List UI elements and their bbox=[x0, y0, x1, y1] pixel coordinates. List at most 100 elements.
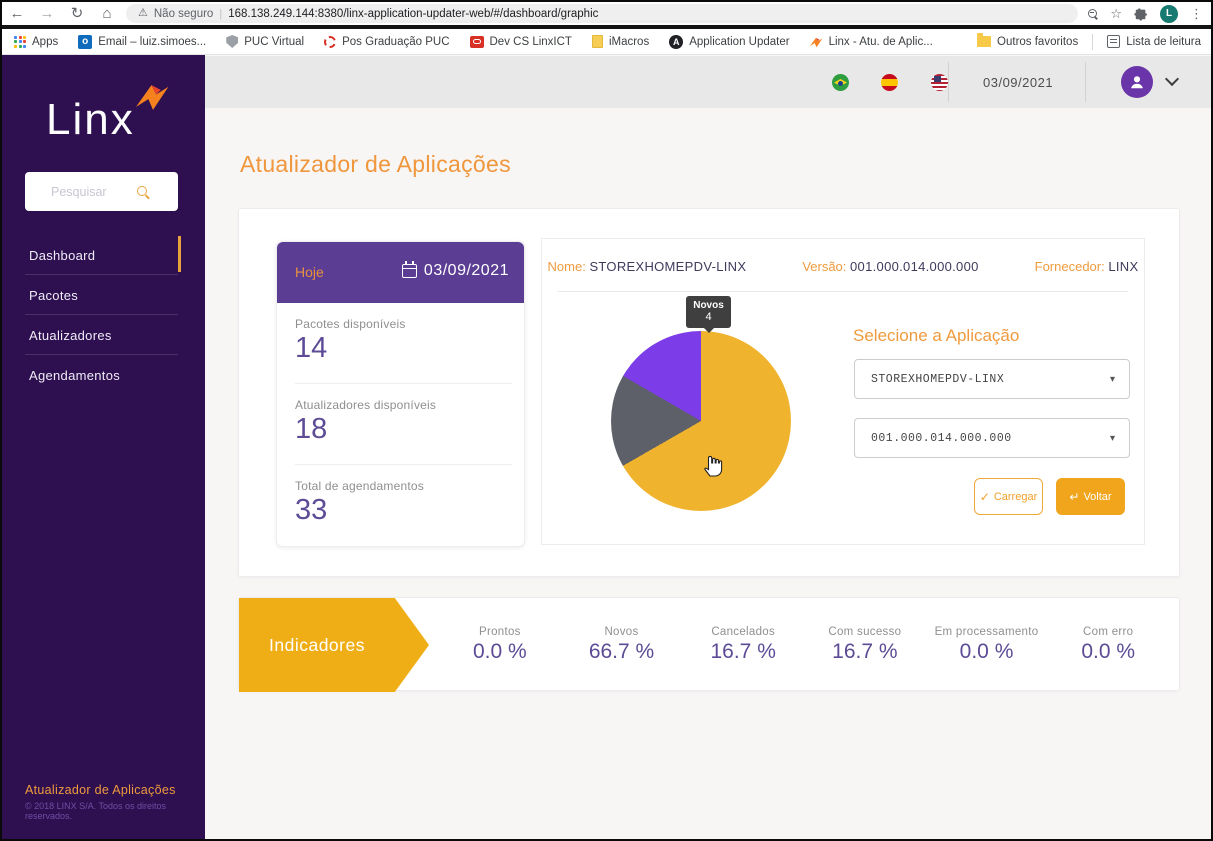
sidebar-item-label: Pacotes bbox=[29, 287, 79, 303]
bookmark-label: Apps bbox=[32, 35, 59, 48]
application-select-value: STOREXHOMEPDV-LINX bbox=[871, 372, 1005, 386]
security-label[interactable]: Não seguro bbox=[153, 7, 214, 20]
url-separator: | bbox=[219, 7, 223, 20]
pie-tooltip-value: 4 bbox=[705, 311, 712, 323]
pie-chart[interactable] bbox=[611, 331, 791, 511]
apps-grid-icon bbox=[14, 35, 26, 48]
meta-value: LINX bbox=[1108, 259, 1139, 274]
bookmark-linx[interactable]: Linx - Atu. de Aplic... bbox=[809, 35, 933, 48]
stat-divider bbox=[295, 464, 512, 465]
indicator-value: 0.0 % bbox=[472, 640, 527, 663]
indicator-com-sucesso: Com sucesso 16.7 % bbox=[804, 598, 926, 692]
bookmark-puc-virtual[interactable]: PUC Virtual bbox=[226, 35, 304, 48]
band-divider bbox=[1085, 62, 1086, 102]
flag-spain-icon[interactable] bbox=[881, 74, 899, 91]
indicator-prontos: Prontos 0.0 % bbox=[439, 598, 561, 692]
sidebar-item-dashboard[interactable]: Dashboard bbox=[2, 235, 205, 275]
bookmarks-separator bbox=[1092, 33, 1094, 50]
indicators-card: Indicadores Prontos 0.0 % Novos 66.7 % C… bbox=[238, 597, 1180, 692]
bookmark-star-icon[interactable]: ☆ bbox=[1110, 6, 1122, 21]
indicators-banner-label: Indicadores bbox=[269, 634, 365, 655]
stat-row: Pacotes disponíveis 14 bbox=[277, 303, 524, 384]
linx-arrow-icon bbox=[809, 37, 822, 47]
meta-label: Nome: bbox=[547, 259, 586, 274]
dashed-circle-icon bbox=[324, 35, 337, 48]
bookmark-label: PUC Virtual bbox=[244, 35, 305, 48]
indicator-value: 0.0 % bbox=[1081, 640, 1136, 663]
folder-icon bbox=[977, 33, 992, 47]
shield-icon bbox=[226, 35, 239, 48]
sidebar-item-label: Agendamentos bbox=[29, 367, 121, 383]
reload-icon[interactable]: ↻ bbox=[70, 5, 84, 22]
check-icon: ✓ bbox=[979, 489, 990, 504]
bookmark-imacros[interactable]: iMacros bbox=[591, 35, 649, 48]
back-icon[interactable]: ← bbox=[9, 5, 25, 22]
stat-divider bbox=[295, 383, 512, 384]
sidebar-menu: Dashboard Pacotes Atualizadores Agendame… bbox=[2, 235, 205, 395]
search-input[interactable] bbox=[25, 184, 135, 199]
bookmark-dev-cs[interactable]: Dev CS LinxICT bbox=[469, 35, 572, 48]
indicator-value: 16.7 % bbox=[710, 640, 776, 663]
load-button[interactable]: ✓ Carregar bbox=[974, 478, 1043, 515]
page-title: Atualizador de Aplicações bbox=[240, 151, 511, 177]
browser-menu-icon[interactable]: ⋮ bbox=[1190, 6, 1203, 21]
extensions-puzzle-icon[interactable] bbox=[1134, 7, 1148, 21]
indicator-com-erro: Com erro 0.0 % bbox=[1047, 598, 1169, 692]
sidebar-item-pacotes[interactable]: Pacotes bbox=[2, 275, 205, 315]
app-updater-icon: A bbox=[669, 34, 684, 49]
url-text[interactable]: 168.138.249.144:8380/linx-application-up… bbox=[228, 7, 599, 20]
bookmark-application-updater[interactable]: A Application Updater bbox=[669, 34, 790, 49]
stat-label: Atualizadores disponíveis bbox=[295, 398, 437, 412]
version-select[interactable]: 001.000.014.000.000 ▾ bbox=[854, 418, 1130, 458]
indicator-novos: Novos 66.7 % bbox=[561, 598, 683, 692]
select-application-title: Selecione a Aplicação bbox=[853, 326, 1020, 345]
indicator-cancelados: Cancelados 16.7 % bbox=[682, 598, 804, 692]
meta-value: 001.000.014.000.000 bbox=[850, 259, 979, 274]
yellow-doc-icon bbox=[591, 35, 603, 48]
indicators-banner: Indicadores bbox=[239, 598, 429, 692]
browser-toolbar: ← → ↻ ⌂ ⚠ Não seguro | 168.138.249.144:8… bbox=[2, 2, 1211, 25]
stat-row: Atualizadores disponíveis 18 bbox=[277, 384, 524, 465]
linx-logo-arrow-icon bbox=[136, 85, 169, 110]
flag-brazil-icon[interactable] bbox=[832, 74, 849, 91]
meta-label: Versão: bbox=[802, 259, 847, 274]
other-favorites-label: Outros favoritos bbox=[997, 35, 1079, 48]
reading-list-icon bbox=[1107, 35, 1121, 48]
browser-profile-avatar[interactable]: L bbox=[1160, 4, 1178, 23]
user-avatar[interactable] bbox=[1121, 66, 1153, 98]
bookmark-pos-graduacao[interactable]: Pos Graduação PUC bbox=[324, 35, 450, 48]
today-card: Hoje 03/09/2021 Pacotes disponíveis 14 A… bbox=[276, 241, 525, 547]
application-chart-card: Nome: STOREXHOMEPDV-LINX Versão: 001.000… bbox=[541, 238, 1145, 545]
meta-versao: Versão: 001.000.014.000.000 bbox=[802, 259, 978, 274]
app-meta-row: Nome: STOREXHOMEPDV-LINX Versão: 001.000… bbox=[542, 259, 1144, 274]
bookmark-apps[interactable]: Apps bbox=[14, 35, 59, 48]
application-select[interactable]: STOREXHOMEPDV-LINX ▾ bbox=[854, 359, 1130, 399]
other-favorites[interactable]: Outros favoritos bbox=[977, 33, 1079, 48]
flag-usa-icon[interactable] bbox=[930, 74, 948, 91]
person-icon bbox=[1131, 76, 1143, 89]
back-button[interactable]: ↵ Voltar bbox=[1056, 478, 1125, 515]
bookmark-label: Application Updater bbox=[689, 35, 790, 48]
search-icon[interactable] bbox=[137, 185, 149, 198]
address-bar[interactable]: ⚠ Não seguro | 168.138.249.144:8380/linx… bbox=[126, 4, 1079, 23]
sidebar-item-label: Dashboard bbox=[29, 247, 96, 263]
indicator-label: Prontos bbox=[478, 626, 521, 638]
zoom-icon[interactable] bbox=[1088, 8, 1098, 19]
back-button-label: Voltar bbox=[1083, 490, 1112, 503]
bookmark-email[interactable]: o Email – luiz.simoes... bbox=[78, 34, 206, 49]
meta-nome: Nome: STOREXHOMEPDV-LINX bbox=[548, 259, 747, 274]
current-date: 03/09/2021 bbox=[983, 74, 1054, 90]
indicator-label: Com sucesso bbox=[828, 626, 902, 638]
bookmark-label: Linx - Atu. de Aplic... bbox=[828, 35, 933, 48]
chevron-down-icon[interactable] bbox=[1164, 71, 1180, 87]
home-icon[interactable]: ⌂ bbox=[102, 5, 112, 22]
indicator-columns: Prontos 0.0 % Novos 66.7 % Cancelados 16… bbox=[439, 598, 1169, 692]
sidebar-item-agendamentos[interactable]: Agendamentos bbox=[2, 355, 205, 395]
meta-divider bbox=[558, 291, 1128, 292]
today-card-header: Hoje 03/09/2021 bbox=[277, 242, 524, 303]
indicator-label: Cancelados bbox=[711, 626, 776, 638]
sidebar-item-atualizadores[interactable]: Atualizadores bbox=[2, 315, 205, 355]
reading-list[interactable]: Lista de leitura bbox=[1107, 35, 1201, 48]
sidebar-item-label: Atualizadores bbox=[29, 327, 112, 343]
forward-icon[interactable]: → bbox=[39, 5, 55, 22]
